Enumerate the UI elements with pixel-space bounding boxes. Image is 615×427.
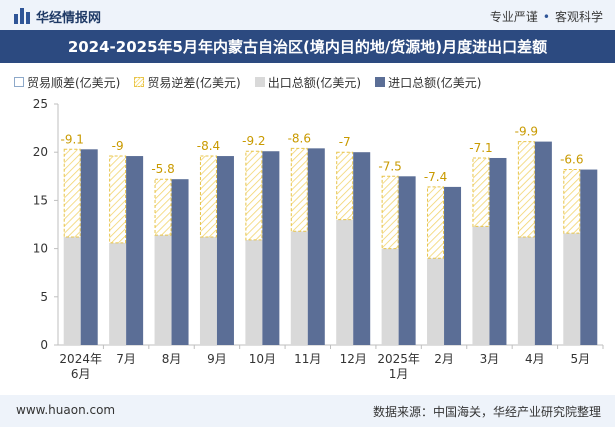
bar-import [353,152,371,345]
data-label: -7.4 [424,170,447,184]
slogan-left: 专业严谨 [489,10,538,24]
bar-export [472,226,490,345]
y-tick-label: 0 [40,338,48,352]
bar-import [126,156,144,345]
legend-label-export: 出口总额(亿美元) [267,75,362,90]
x-tick-label: 5月 [570,352,590,366]
x-tick-label: 11月 [294,352,321,366]
data-label: -5.8 [151,162,174,176]
bar-export [63,237,81,345]
bar-export [199,237,217,345]
bar-import [580,169,598,345]
slogan-right: 客观科学 [554,10,603,24]
legend-swatch-surplus [14,77,24,87]
data-label: -8.6 [288,131,311,145]
data-label: -9.9 [515,125,538,139]
legend-label-surplus: 贸易顺差(亿美元) [27,75,121,90]
y-tick-label: 5 [40,290,48,304]
legend-swatch-export [254,77,265,87]
x-tick-label: 8月 [162,352,182,366]
x-tick-label: 2025年 1月 [377,352,420,381]
bar-deficit [336,151,354,221]
brand-logo-icon [14,8,30,24]
bar-import [80,149,98,345]
x-tick-label: 2月 [434,352,454,366]
bar-import [444,186,462,345]
legend-label-import: 进口总额(亿美元) [388,75,482,90]
x-tick-label: 12月 [340,352,367,366]
bar-export [109,242,127,345]
bar-deficit [63,148,81,238]
bar-import [216,156,234,345]
brand-name: 华经情报网 [36,10,102,26]
legend-label-deficit: 贸易逆差(亿美元) [147,75,241,90]
y-tick-label: 10 [33,242,48,256]
data-label: -6.6 [560,153,583,167]
bar-export [245,239,263,345]
bar-deficit [245,150,263,241]
data-label: -7.1 [469,141,492,155]
bar-deficit [109,155,127,244]
bar-deficit [427,186,445,259]
data-label: -8.4 [197,139,220,153]
legend-item-surplus: 贸易顺差(亿美元) [14,74,120,91]
data-label: -7.5 [378,159,401,173]
bar-deficit [154,178,172,236]
bar-deficit [381,175,399,250]
bar-export [517,237,535,345]
legend-swatch-deficit [134,77,145,87]
legend-swatch-import [375,77,386,87]
bar-export [563,233,581,345]
data-label: -7 [339,135,351,149]
bar-import [398,176,416,345]
legend-item-deficit: 贸易逆差(亿美元) [134,74,241,91]
legend-item-export: 出口总额(亿美元) [254,74,362,91]
y-tick-label: 20 [33,145,48,159]
bar-export [154,235,172,345]
slogan-separator: • [542,10,550,24]
top-bar: 华经情报网 专业严谨 • 客观科学 [0,0,615,30]
x-tick-label: 9月 [207,352,227,366]
chart-plot: 0 5 10 15 20 25 2024年 6月 7月 8月 9月 10月 11月 12月 2025年 1月 2… [33,97,604,381]
bar-import [307,148,325,345]
footer: www.huaon.com 数据来源：中国海关，华经产业研究院整理 [0,395,615,427]
x-tick-label: 4月 [525,352,545,366]
legend-item-import: 进口总额(亿美元) [375,74,482,91]
data-label: -9.1 [60,132,83,146]
x-tick-label: 7月 [116,352,136,366]
bar-import [171,179,189,345]
bar-deficit [290,147,308,232]
bar-deficit [563,169,581,234]
x-tick-label: 2024年 6月 [59,352,102,381]
footer-source: 数据来源：中国海关，华经产业研究院整理 [372,405,601,419]
bar-export [336,219,354,345]
slogan: 专业严谨 • 客观科学 [490,8,603,25]
brand[interactable]: 华经情报网 [14,7,102,26]
bar-deficit [199,155,217,238]
data-label: -9 [112,139,124,153]
y-tick-label: 25 [33,97,48,111]
bar-export [290,231,308,345]
bar-import [534,141,552,345]
data-label: -9.2 [242,134,265,148]
x-tick-label: 3月 [480,352,500,366]
footer-website[interactable]: www.huaon.com [16,403,116,417]
bar-deficit [517,141,535,238]
x-tick-label: 10月 [249,352,276,366]
bar-import [262,151,280,345]
bar-export [381,248,399,345]
y-tick-label: 15 [33,193,48,207]
bar-import [489,157,507,345]
chart-legend: 贸易顺差(亿美元) 贸易逆差(亿美元) 出口总额(亿美元) 进口总额(亿美元) [14,74,482,90]
bar-export [427,258,445,345]
chart-title: 2024-2025年5月年内蒙古自治区(境内目的地/货源地)月度进出口差额 [0,30,615,63]
bar-deficit [472,157,490,227]
